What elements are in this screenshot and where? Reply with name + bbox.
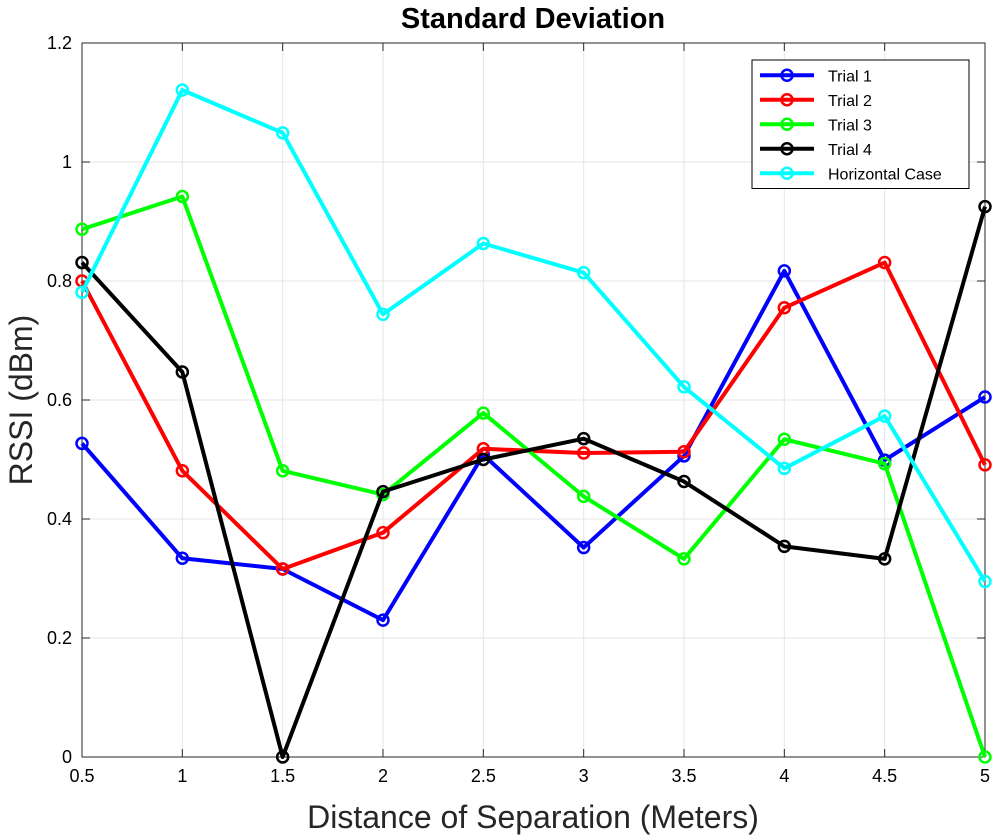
data-point — [978, 390, 992, 404]
data-point — [978, 199, 992, 214]
x-tick-label: 4.5 — [872, 766, 897, 786]
data-point — [275, 126, 290, 140]
data-point — [677, 474, 691, 489]
data-point — [275, 750, 290, 764]
data-point — [877, 255, 892, 270]
legend-item: Horizontal Case — [760, 166, 942, 183]
data-point — [677, 380, 691, 394]
series-line — [80, 88, 987, 583]
chart-title: Standard Deviation — [401, 3, 665, 35]
data-point — [275, 464, 290, 478]
legend-marker — [780, 68, 794, 82]
data-point — [376, 525, 390, 540]
data-point — [476, 236, 491, 251]
data-point — [476, 406, 491, 420]
y-tick-label: 0.4 — [47, 509, 72, 529]
data-point — [777, 432, 792, 447]
series-line — [81, 194, 987, 758]
data-point — [877, 456, 892, 471]
data-point — [576, 540, 591, 555]
legend-item: Trial 4 — [760, 142, 872, 159]
x-tick-label: 4 — [779, 766, 789, 786]
x-tick-label: 1.5 — [270, 766, 295, 786]
y-tick-label: 0.2 — [47, 628, 72, 648]
data-point — [677, 552, 691, 566]
data-point — [777, 539, 792, 554]
data-point — [777, 461, 792, 476]
legend-item: Trial 2 — [760, 93, 872, 110]
data-point — [576, 431, 591, 446]
legend-label: Trial 2 — [828, 93, 872, 110]
data-point — [576, 265, 591, 280]
legend-label: Horizontal Case — [828, 166, 942, 183]
y-tick-label: 0 — [62, 747, 72, 767]
y-tick-label: 1.2 — [47, 33, 72, 53]
legend-label: Trial 3 — [828, 117, 872, 134]
data-point — [777, 264, 792, 278]
series-horizontal-case — [75, 83, 992, 589]
data-point — [175, 464, 190, 478]
x-tick-label: 2 — [378, 766, 388, 786]
data-point — [75, 285, 89, 300]
x-tick-label: 3 — [579, 766, 589, 786]
data-point — [75, 436, 89, 451]
data-point — [376, 307, 390, 322]
legend-label: Trial 4 — [828, 142, 872, 159]
data-point — [877, 409, 892, 423]
data-point — [175, 189, 190, 204]
data-point — [275, 562, 290, 576]
x-tick-label: 2.5 — [471, 766, 496, 786]
data-point — [777, 301, 792, 315]
data-point — [376, 484, 390, 499]
data-point — [978, 750, 992, 764]
data-point — [576, 446, 591, 460]
data-point — [75, 255, 89, 270]
legend: Trial 1 Trial 2 Trial 3 Trial 4 Horizontal C… — [751, 59, 970, 189]
series-lines — [75, 83, 992, 764]
data-point — [376, 613, 390, 627]
legend-item: Trial 3 — [760, 117, 872, 134]
legend-marker — [780, 93, 794, 107]
series-line — [80, 206, 987, 759]
x-tick-label: 5 — [980, 766, 990, 786]
legend-item: Trial 1 — [760, 68, 872, 85]
x-tick-label: 3.5 — [671, 766, 696, 786]
legend-label: Trial 1 — [828, 68, 872, 85]
y-tick-label: 0.8 — [47, 271, 72, 291]
data-point — [175, 365, 190, 379]
y-axis-label: RSSI (dBm) — [3, 315, 39, 486]
data-point — [877, 552, 892, 566]
data-point — [978, 458, 992, 472]
legend-marker — [780, 117, 794, 131]
data-point — [175, 83, 190, 97]
x-tick-label: 0.5 — [69, 766, 94, 786]
data-point — [75, 222, 89, 236]
x-tick-label: 1 — [177, 766, 187, 786]
data-point — [576, 489, 591, 504]
data-point — [677, 445, 691, 459]
data-point — [476, 452, 491, 467]
data-point — [175, 551, 190, 566]
y-tick-label: 1 — [62, 152, 72, 172]
x-axis-label: Distance of Separation (Meters) — [307, 799, 759, 835]
legend-marker — [780, 166, 794, 180]
series-trial-4 — [75, 199, 992, 764]
axis-ticks: 0.5 1 1.5 2 2.5 3 3.5 4 4.5 5 0 0.2 0.4 0.6 0.8 1 1.2 — [47, 33, 990, 786]
legend-marker — [780, 142, 794, 156]
data-point — [978, 574, 992, 589]
y-tick-label: 0.6 — [47, 390, 72, 410]
